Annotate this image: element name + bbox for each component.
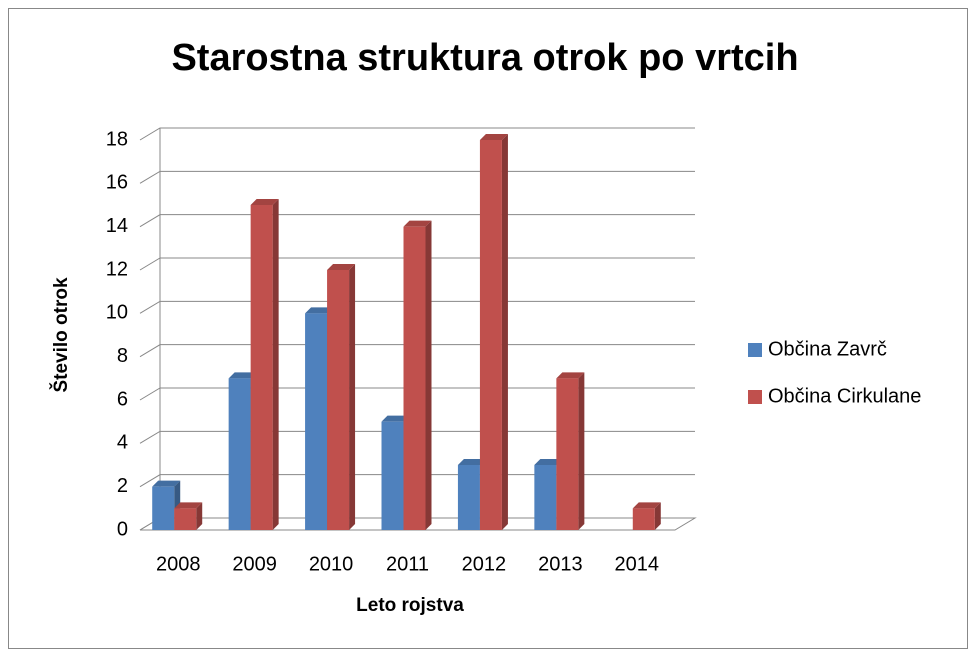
y-tick-label: 12 — [106, 258, 128, 280]
y-tick-label: 16 — [106, 172, 128, 194]
bar-front — [534, 465, 557, 530]
legend-label: Občina Zavrč — [768, 338, 887, 360]
bar-front — [403, 226, 426, 530]
bar-front — [327, 270, 350, 530]
y-axis-title: Število otrok — [50, 277, 72, 393]
y-tick-label: 2 — [117, 475, 128, 497]
bar-top — [534, 459, 563, 465]
bar-side — [349, 264, 356, 530]
y-tick-label: 8 — [117, 345, 128, 367]
bar — [479, 134, 508, 530]
y-tick-label: 18 — [106, 128, 128, 150]
x-tick-label: 2014 — [615, 553, 660, 575]
chart-title: Starostna struktura otrok po vrtcih — [171, 37, 798, 79]
legend-swatch — [748, 343, 762, 357]
bar-side — [654, 502, 661, 530]
x-tick-label: 2008 — [156, 553, 201, 575]
x-tick-label: 2009 — [232, 553, 277, 575]
bar-front — [305, 313, 328, 530]
bar-front — [479, 140, 502, 530]
y-tick-label: 14 — [106, 215, 128, 237]
grid-line — [139, 474, 695, 488]
grid-line — [139, 430, 695, 444]
bar — [174, 502, 203, 530]
bar — [556, 372, 585, 530]
x-tick-label: 2013 — [538, 553, 583, 575]
bar-top — [479, 134, 508, 140]
bar-front — [228, 378, 251, 530]
x-tick-label: 2010 — [309, 553, 354, 575]
y-tick-label: 0 — [117, 518, 128, 540]
y-tick-label: 6 — [117, 388, 128, 410]
bar-top — [457, 459, 486, 465]
bar — [250, 199, 279, 530]
y-tick-label: 4 — [117, 432, 128, 454]
x-tick-label: 2011 — [386, 553, 429, 575]
bar-top — [305, 307, 334, 314]
bar — [327, 264, 356, 530]
bar-side — [578, 372, 585, 530]
grid-line — [139, 257, 695, 271]
bar-side — [425, 220, 432, 530]
bar-top — [556, 372, 585, 379]
bar-front — [152, 486, 175, 530]
grid-line — [139, 300, 695, 314]
bar — [632, 502, 661, 530]
bar-front — [250, 205, 273, 530]
grid-line — [139, 127, 695, 141]
x-axis-title: Leto rojstva — [356, 595, 464, 616]
bar-front — [174, 508, 197, 530]
bar-front — [381, 421, 404, 530]
bar — [403, 220, 432, 530]
bar-top — [174, 502, 203, 509]
bar-top — [327, 264, 356, 270]
bar-top — [381, 415, 410, 422]
grid-line — [139, 170, 695, 184]
bar-front — [457, 465, 480, 530]
bar-top — [250, 199, 279, 205]
bar-top — [152, 480, 181, 487]
grid-line — [139, 387, 695, 401]
y-tick-label: 10 — [106, 302, 128, 324]
legend-label: Občina Cirkulane — [768, 385, 921, 407]
bar-top — [228, 372, 257, 379]
legend-swatch — [748, 390, 762, 404]
bar-side — [272, 199, 279, 530]
bar-front — [556, 378, 579, 530]
grid-line — [139, 344, 695, 358]
bar-top — [403, 220, 432, 227]
bar-top — [632, 502, 661, 509]
bar-front — [632, 508, 655, 530]
bar-side — [196, 502, 203, 530]
grid-line — [139, 214, 695, 228]
x-tick-label: 2012 — [462, 553, 507, 575]
bar-side — [501, 134, 508, 530]
